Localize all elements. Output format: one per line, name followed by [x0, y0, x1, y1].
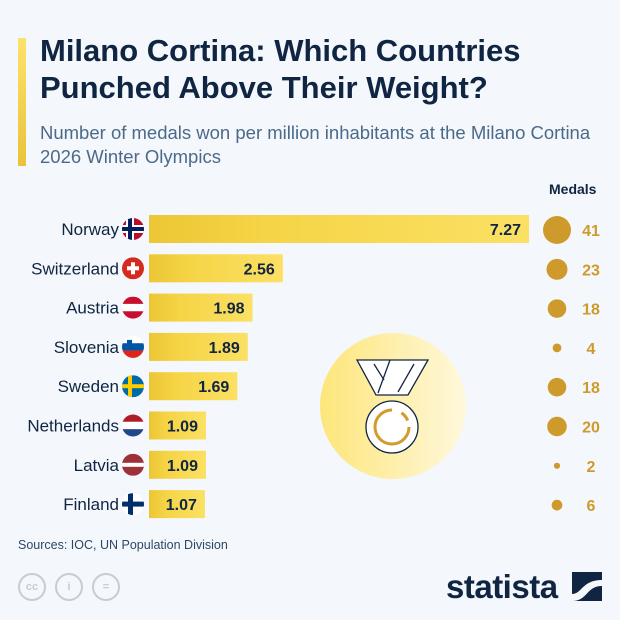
- medal-count-label: 2: [587, 459, 596, 476]
- flag-switzerland-icon: [122, 257, 144, 280]
- medal-count-label: 23: [582, 262, 600, 279]
- category-label: Finland: [63, 495, 119, 514]
- category-label: Netherlands: [27, 417, 119, 436]
- bar-value-label: 7.27: [490, 222, 521, 239]
- medal-bubble: [547, 299, 567, 318]
- source-note: Sources: IOC, UN Population Division: [18, 538, 228, 552]
- bar-value-label: 2.56: [244, 261, 275, 278]
- medals-column-header: Medals: [549, 181, 597, 197]
- medal-bubble: [552, 343, 562, 353]
- bar-netherlands: [149, 411, 206, 440]
- medal-bubble: [543, 216, 571, 244]
- medal-count-label: 4: [587, 341, 596, 358]
- person-icon[interactable]: i: [55, 573, 83, 601]
- equals-icon[interactable]: =: [92, 573, 120, 601]
- chart-title: Milano Cortina: Which Countries Punched …: [40, 33, 521, 105]
- bar-value-label: 1.69: [198, 379, 229, 396]
- medal-bubble: [547, 416, 567, 437]
- category-label: Switzerland: [31, 259, 119, 278]
- flag-finland-icon: [122, 493, 144, 516]
- bar-sweden: [149, 372, 238, 401]
- flag-sweden-icon: [122, 375, 144, 398]
- statista-logo-mark: [572, 572, 602, 601]
- bar-norway: [149, 215, 529, 243]
- category-label: Sweden: [58, 377, 119, 396]
- bar-value-label: 1.09: [167, 458, 198, 475]
- category-label: Austria: [66, 299, 119, 318]
- flag-austria-icon: [122, 296, 144, 319]
- category-label: Slovenia: [54, 338, 120, 357]
- flag-netherlands-icon: [122, 414, 144, 437]
- medal-icon: [320, 333, 466, 479]
- bar-value-label: 1.89: [209, 340, 240, 357]
- bar-value-label: 1.98: [213, 301, 244, 318]
- medal-count-label: 18: [582, 302, 600, 319]
- bar-value-label: 1.09: [167, 419, 198, 436]
- medal-count-label: 6: [587, 498, 596, 515]
- flag-norway-icon: [122, 218, 144, 240]
- bar-finland: [149, 490, 205, 519]
- medal-count-label: 20: [582, 420, 600, 437]
- bar-switzerland: [149, 254, 283, 283]
- bar-latvia: [149, 450, 206, 479]
- medal-bubble: [553, 462, 561, 469]
- cc-icon[interactable]: cc: [18, 573, 46, 601]
- flag-latvia-icon: [122, 453, 144, 476]
- medal-bubble: [547, 377, 567, 397]
- flag-slovenia-icon: [122, 335, 144, 358]
- medal-count-label: 41: [582, 223, 600, 240]
- bar-slovenia: [149, 332, 248, 361]
- title-accent-bar: [18, 38, 26, 166]
- medal-count-label: 18: [582, 380, 600, 397]
- category-label: Norway: [61, 220, 119, 239]
- bar-value-label: 1.07: [166, 497, 197, 514]
- medal-bubble: [551, 499, 563, 511]
- chart-subtitle: Number of medals won per million inhabit…: [40, 122, 591, 167]
- category-label: Latvia: [74, 456, 120, 475]
- medal-bubble: [546, 258, 568, 280]
- bar-austria: [149, 293, 253, 322]
- statista-logo[interactable]: statista: [446, 568, 558, 605]
